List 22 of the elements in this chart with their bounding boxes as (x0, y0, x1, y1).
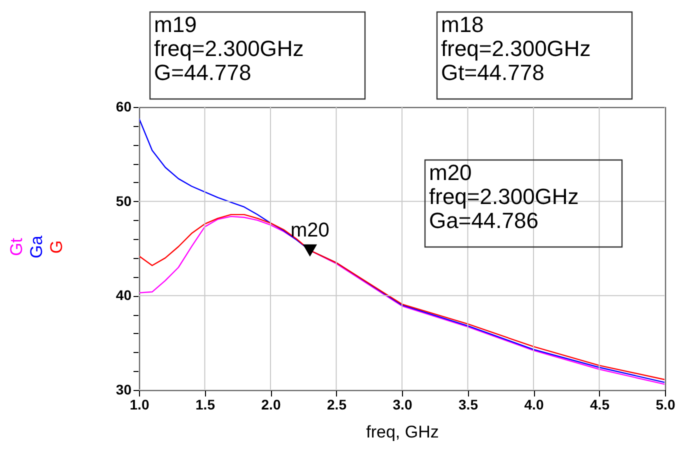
annotation: m20 (290, 220, 330, 242)
x-axis-title: freq, GHz (366, 422, 439, 442)
x-tick-label: 4.0 (524, 396, 544, 412)
x-tick-label: 2.5 (327, 396, 347, 412)
x-tick-label: 3.0 (392, 396, 412, 412)
x-tick-label: 2.0 (261, 396, 281, 412)
x-tick-label: 4.5 (590, 396, 610, 412)
y-tick-label: 30 (116, 382, 132, 398)
y-tick-label: 60 (116, 98, 132, 114)
text: m19 freq=2.300GHz G=44.778 (154, 12, 304, 85)
y-tick-label: 50 (116, 192, 132, 209)
line-series (139, 118, 665, 384)
text: Gt (7, 238, 26, 256)
x-tick-label: 5.0 (656, 396, 676, 412)
annotation: m20 freq=2.300GHz Ga=44.786 (429, 160, 579, 233)
text: m18 freq=2.300GHz Gt=44.778 (441, 12, 591, 85)
x-tick-label: 1.5 (196, 396, 216, 412)
x-tick-label: 1.0 (130, 396, 150, 412)
text: G (47, 240, 66, 254)
x-tick-label: 3.5 (458, 396, 478, 412)
y-tick-label: 40 (116, 287, 132, 304)
text: Ga (27, 235, 46, 258)
